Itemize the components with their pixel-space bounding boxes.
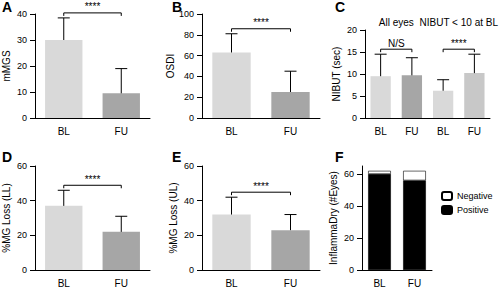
- svg-text:10: 10: [347, 69, 357, 79]
- svg-text:****: ****: [85, 1, 101, 12]
- svg-text:BL: BL: [58, 278, 71, 289]
- svg-text:0: 0: [189, 265, 194, 275]
- svg-text:40: 40: [17, 9, 27, 19]
- svg-text:0: 0: [349, 265, 354, 275]
- svg-text:15: 15: [347, 47, 357, 57]
- svg-text:60: 60: [344, 169, 354, 179]
- svg-text:BL: BL: [225, 278, 238, 289]
- svg-text:FU: FU: [405, 126, 418, 137]
- svg-text:B: B: [172, 0, 182, 15]
- svg-text:InflammaDry (#Eyes): InflammaDry (#Eyes): [328, 171, 339, 265]
- svg-text:FU: FU: [115, 126, 128, 137]
- svg-text:NIBUT < 10 at BL: NIBUT < 10 at BL: [420, 17, 499, 28]
- svg-text:%MG Loss (LL): %MG Loss (LL): [1, 183, 12, 252]
- svg-text:FU: FU: [284, 278, 297, 289]
- svg-text:40: 40: [184, 196, 194, 206]
- svg-text:30: 30: [17, 35, 27, 45]
- svg-text:40: 40: [17, 196, 27, 206]
- svg-text:%MG Loss (UL): %MG Loss (UL): [168, 182, 179, 253]
- svg-text:BL: BL: [373, 278, 386, 289]
- svg-text:C: C: [335, 0, 345, 15]
- svg-text:0: 0: [22, 113, 27, 123]
- svg-text:NIBUT (sec): NIBUT (sec): [331, 47, 342, 102]
- svg-text:****: ****: [253, 181, 269, 192]
- svg-text:0: 0: [22, 265, 27, 275]
- svg-text:FU: FU: [284, 126, 297, 137]
- svg-text:FU: FU: [408, 278, 421, 289]
- svg-text:Positive: Positive: [457, 205, 489, 215]
- svg-text:80: 80: [184, 30, 194, 40]
- svg-text:10: 10: [17, 87, 27, 97]
- svg-text:E: E: [172, 149, 181, 165]
- svg-text:100: 100: [179, 9, 194, 19]
- svg-text:20: 20: [347, 25, 357, 35]
- svg-text:All eyes: All eyes: [379, 17, 414, 28]
- svg-text:FU: FU: [468, 126, 481, 137]
- svg-text:****: ****: [253, 17, 269, 28]
- svg-text:****: ****: [85, 174, 101, 185]
- svg-text:A: A: [2, 0, 12, 15]
- svg-text:FU: FU: [115, 278, 128, 289]
- svg-text:60: 60: [184, 51, 194, 61]
- svg-text:mMGS: mMGS: [1, 50, 12, 81]
- svg-text:F: F: [335, 149, 344, 165]
- svg-text:40: 40: [184, 71, 194, 81]
- svg-text:60: 60: [17, 161, 27, 171]
- svg-text:Negative: Negative: [457, 191, 493, 201]
- svg-text:BL: BL: [58, 126, 71, 137]
- svg-text:20: 20: [184, 92, 194, 102]
- svg-text:N/S: N/S: [388, 38, 405, 49]
- svg-text:****: ****: [451, 38, 467, 49]
- svg-text:60: 60: [184, 161, 194, 171]
- svg-text:5: 5: [352, 91, 357, 101]
- svg-text:BL: BL: [437, 126, 450, 137]
- svg-text:OSDI: OSDI: [165, 54, 176, 78]
- svg-text:20: 20: [17, 230, 27, 240]
- svg-text:40: 40: [344, 201, 354, 211]
- svg-text:D: D: [2, 149, 12, 165]
- svg-text:20: 20: [184, 230, 194, 240]
- svg-text:0: 0: [352, 113, 357, 123]
- svg-text:BL: BL: [225, 126, 238, 137]
- svg-text:20: 20: [344, 233, 354, 243]
- svg-text:20: 20: [17, 61, 27, 71]
- svg-text:0: 0: [189, 113, 194, 123]
- svg-text:BL: BL: [375, 126, 388, 137]
